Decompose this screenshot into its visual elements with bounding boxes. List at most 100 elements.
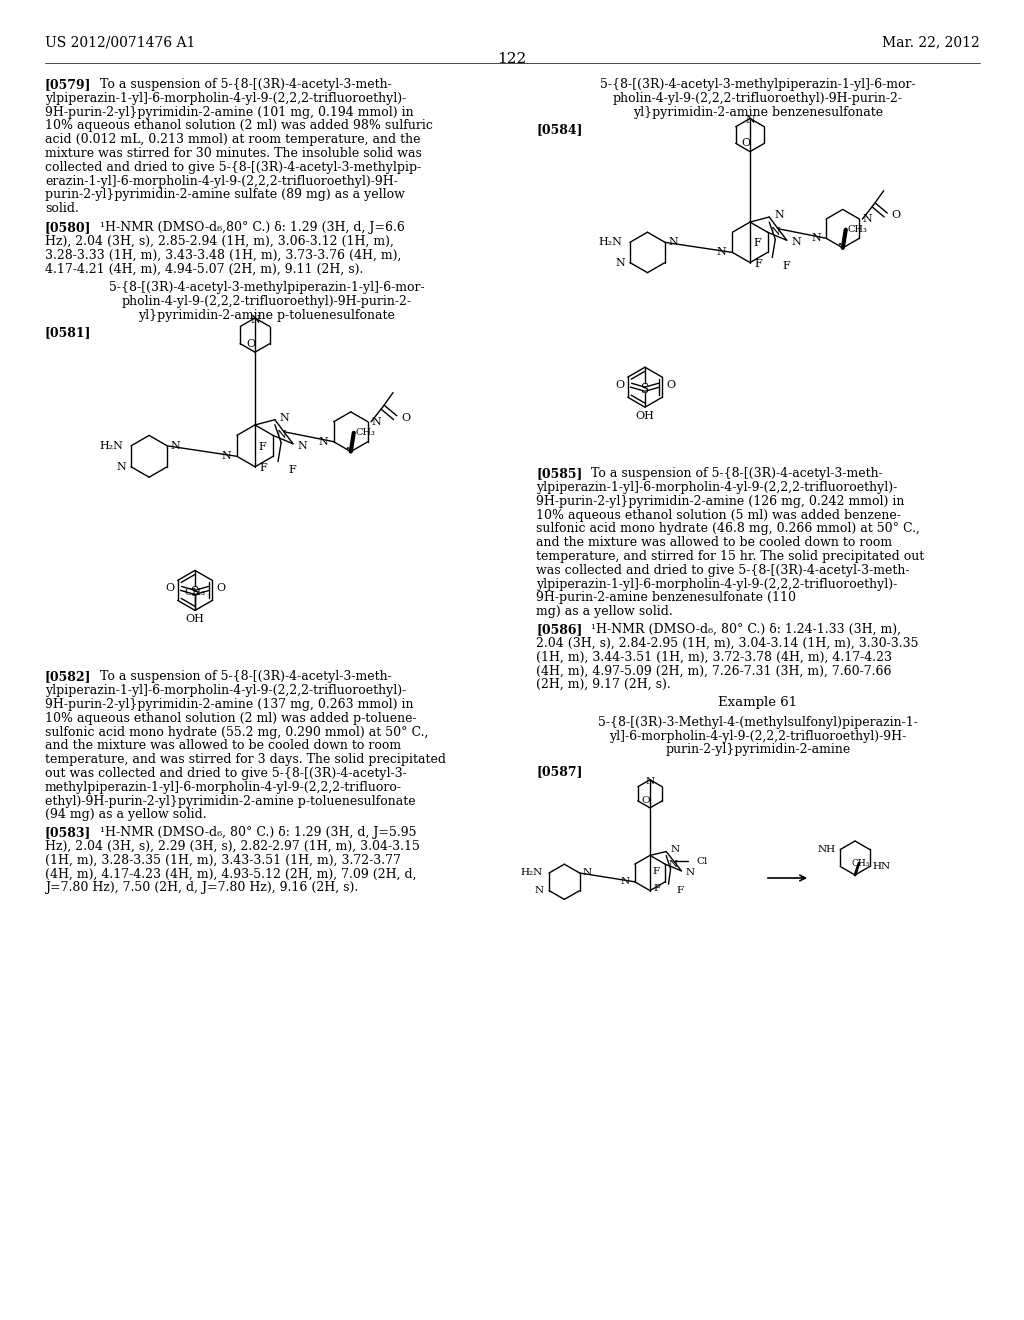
Text: N: N — [117, 462, 126, 471]
Text: acid (0.012 mL, 0.213 mmol) at room temperature, and the: acid (0.012 mL, 0.213 mmol) at room temp… — [45, 133, 421, 147]
Text: Example 61: Example 61 — [719, 696, 798, 709]
Text: J=7.80 Hz), 7.50 (2H, d, J=7.80 Hz), 9.16 (2H, s).: J=7.80 Hz), 7.50 (2H, d, J=7.80 Hz), 9.1… — [45, 882, 358, 895]
Text: N: N — [645, 777, 654, 787]
Text: US 2012/0071476 A1: US 2012/0071476 A1 — [45, 36, 196, 49]
Text: (4H, m), 4.17-4.23 (4H, m), 4.93-5.12 (2H, m), 7.09 (2H, d,: (4H, m), 4.17-4.23 (4H, m), 4.93-5.12 (2… — [45, 867, 417, 880]
Text: yl}pyrimidin-2-amine p-toluenesulfonate: yl}pyrimidin-2-amine p-toluenesulfonate — [138, 309, 395, 322]
Text: OH: OH — [185, 614, 205, 624]
Text: N: N — [535, 886, 544, 895]
Text: ¹H-NMR (DMSO-d₆, 80° C.) δ: 1.24-1.33 (3H, m),: ¹H-NMR (DMSO-d₆, 80° C.) δ: 1.24-1.33 (3… — [591, 623, 901, 636]
Text: ylpiperazin-1-yl]-6-morpholin-4-yl-9-(2,2,2-trifluoroethyl)-: ylpiperazin-1-yl]-6-morpholin-4-yl-9-(2,… — [45, 92, 407, 104]
Text: Hz), 2.04 (3H, s), 2.29 (3H, s), 2.82-2.97 (1H, m), 3.04-3.15: Hz), 2.04 (3H, s), 2.29 (3H, s), 2.82-2.… — [45, 840, 420, 853]
Text: 10% aqueous ethanol solution (5 ml) was added benzene-: 10% aqueous ethanol solution (5 ml) was … — [536, 508, 901, 521]
Text: yl}pyrimidin-2-amine benzenesulfonate: yl}pyrimidin-2-amine benzenesulfonate — [633, 106, 883, 119]
Text: temperature, and stirred for 15 hr. The solid precipitated out: temperature, and stirred for 15 hr. The … — [536, 550, 925, 564]
Text: N: N — [298, 441, 307, 450]
Text: Hz), 2.04 (3H, s), 2.85-2.94 (1H, m), 3.06-3.12 (1H, m),: Hz), 2.04 (3H, s), 2.85-2.94 (1H, m), 3.… — [45, 235, 394, 248]
Text: N: N — [280, 413, 290, 422]
Text: HN: HN — [872, 862, 891, 871]
Text: 9H-purin-2-amine benzenesulfonate (110: 9H-purin-2-amine benzenesulfonate (110 — [536, 591, 796, 605]
Text: [0587]: [0587] — [536, 766, 583, 779]
Text: OH: OH — [636, 412, 654, 421]
Text: and the mixture was allowed to be cooled down to room: and the mixture was allowed to be cooled… — [45, 739, 401, 752]
Text: O: O — [614, 380, 624, 391]
Text: To a suspension of 5-{8-[(3R)-4-acetyl-3-meth-: To a suspension of 5-{8-[(3R)-4-acetyl-3… — [100, 671, 392, 684]
Text: CH₃: CH₃ — [852, 859, 870, 869]
Text: O: O — [666, 380, 675, 391]
Text: O: O — [642, 796, 650, 805]
Text: (94 mg) as a yellow solid.: (94 mg) as a yellow solid. — [45, 808, 207, 821]
Text: O: O — [741, 139, 751, 148]
Text: 5-{8-[(3R)-4-acetyl-3-methylpiperazin-1-yl]-6-mor-: 5-{8-[(3R)-4-acetyl-3-methylpiperazin-1-… — [600, 78, 915, 91]
Text: N: N — [770, 227, 780, 238]
Text: [0579]: [0579] — [45, 78, 91, 91]
Text: erazin-1-yl]-6-morpholin-4-yl-9-(2,2,2-trifluoroethyl)-9H-: erazin-1-yl]-6-morpholin-4-yl-9-(2,2,2-t… — [45, 174, 398, 187]
Text: yl]-6-morpholin-4-yl-9-(2,2,2-trifluoroethyl)-9H-: yl]-6-morpholin-4-yl-9-(2,2,2-trifluoroe… — [609, 730, 906, 743]
Text: 5-{8-[(3R)-4-acetyl-3-methylpiperazin-1-yl]-6-mor-: 5-{8-[(3R)-4-acetyl-3-methylpiperazin-1-… — [110, 281, 425, 294]
Text: H₂N: H₂N — [521, 869, 543, 878]
Text: O: O — [892, 210, 901, 220]
Text: •: • — [346, 445, 350, 453]
Text: temperature, and was stirred for 3 days. The solid precipitated: temperature, and was stirred for 3 days.… — [45, 754, 446, 766]
Text: S: S — [190, 586, 199, 599]
Text: F: F — [260, 463, 267, 473]
Text: (4H, m), 4.97-5.09 (2H, m), 7.26-7.31 (3H, m), 7.60-7.66: (4H, m), 4.97-5.09 (2H, m), 7.26-7.31 (3… — [536, 664, 892, 677]
Text: To a suspension of 5-{8-[(3R)-4-acetyl-3-meth-: To a suspension of 5-{8-[(3R)-4-acetyl-3… — [100, 78, 392, 91]
Text: 122: 122 — [498, 51, 526, 66]
Text: N: N — [615, 257, 625, 268]
Text: ethyl)-9H-purin-2-yl}pyrimidin-2-amine p-toluenesulfonate: ethyl)-9H-purin-2-yl}pyrimidin-2-amine p… — [45, 795, 416, 808]
Text: mixture was stirred for 30 minutes. The insoluble solid was: mixture was stirred for 30 minutes. The … — [45, 147, 422, 160]
Text: CH₃: CH₃ — [184, 589, 206, 598]
Text: N: N — [276, 430, 286, 441]
Text: 9H-purin-2-yl}pyrimidin-2-amine (126 mg, 0.242 mmol) in: 9H-purin-2-yl}pyrimidin-2-amine (126 mg,… — [536, 495, 904, 508]
Text: sulfonic acid mono hydrate (46.8 mg, 0.266 mmol) at 50° C.,: sulfonic acid mono hydrate (46.8 mg, 0.2… — [536, 523, 920, 536]
Text: F: F — [289, 465, 296, 475]
Text: F: F — [782, 260, 791, 271]
Text: ylpiperazin-1-yl]-6-morpholin-4-yl-9-(2,2,2-trifluoroethyl)-: ylpiperazin-1-yl]-6-morpholin-4-yl-9-(2,… — [45, 684, 407, 697]
Text: NH: NH — [817, 845, 836, 854]
Text: [0580]: [0580] — [45, 220, 91, 234]
Text: 10% aqueous ethanol solution (2 ml) was added p-toluene-: 10% aqueous ethanol solution (2 ml) was … — [45, 711, 417, 725]
Text: N: N — [621, 878, 630, 886]
Text: out was collected and dried to give 5-{8-[(3R)-4-acetyl-3-: out was collected and dried to give 5-{8… — [45, 767, 407, 780]
Text: collected and dried to give 5-{8-[(3R)-4-acetyl-3-methylpip-: collected and dried to give 5-{8-[(3R)-4… — [45, 161, 421, 174]
Text: [0585]: [0585] — [536, 467, 583, 480]
Text: F: F — [677, 886, 684, 895]
Text: O: O — [246, 339, 255, 348]
Text: methylpiperazin-1-yl]-6-morpholin-4-yl-9-(2,2,2-trifluoro-: methylpiperazin-1-yl]-6-morpholin-4-yl-9… — [45, 781, 402, 793]
Text: N: N — [745, 115, 755, 125]
Text: ylpiperazin-1-yl]-6-morpholin-4-yl-9-(2,2,2-trifluoroethyl)-: ylpiperazin-1-yl]-6-morpholin-4-yl-9-(2,… — [536, 480, 897, 494]
Text: N: N — [250, 315, 260, 325]
Text: 9H-purin-2-yl}pyrimidin-2-amine (137 mg, 0.263 mmol) in: 9H-purin-2-yl}pyrimidin-2-amine (137 mg,… — [45, 698, 414, 711]
Text: (1H, m), 3.28-3.35 (1H, m), 3.43-3.51 (1H, m), 3.72-3.77: (1H, m), 3.28-3.35 (1H, m), 3.43-3.51 (1… — [45, 854, 400, 867]
Text: CH₃: CH₃ — [355, 428, 376, 437]
Text: F: F — [653, 884, 660, 894]
Text: (1H, m), 3.44-3.51 (1H, m), 3.72-3.78 (4H, m), 4.17-4.23: (1H, m), 3.44-3.51 (1H, m), 3.72-3.78 (4… — [536, 651, 892, 664]
Text: N: N — [371, 417, 381, 426]
Text: pholin-4-yl-9-(2,2,2-trifluoroethyl)-9H-purin-2-: pholin-4-yl-9-(2,2,2-trifluoroethyl)-9H-… — [613, 92, 903, 104]
Text: •: • — [838, 240, 842, 249]
Text: 5-{8-[(3R)-3-Methyl-4-(methylsulfonyl)piperazin-1-: 5-{8-[(3R)-3-Methyl-4-(methylsulfonyl)pi… — [598, 715, 918, 729]
Text: N: N — [717, 247, 726, 257]
Text: N: N — [774, 210, 784, 220]
Text: pholin-4-yl-9-(2,2,2-trifluoroethyl)-9H-purin-2-: pholin-4-yl-9-(2,2,2-trifluoroethyl)-9H-… — [122, 294, 412, 308]
Text: ¹H-NMR (DMSO-d₆, 80° C.) δ: 1.29 (3H, d, J=5.95: ¹H-NMR (DMSO-d₆, 80° C.) δ: 1.29 (3H, d,… — [100, 826, 417, 840]
Text: N: N — [792, 238, 802, 247]
Text: 3.28-3.33 (1H, m), 3.43-3.48 (1H, m), 3.73-3.76 (4H, m),: 3.28-3.33 (1H, m), 3.43-3.48 (1H, m), 3.… — [45, 248, 401, 261]
Text: 2.04 (3H, s), 2.84-2.95 (1H, m), 3.04-3.14 (1H, m), 3.30-3.35: 2.04 (3H, s), 2.84-2.95 (1H, m), 3.04-3.… — [536, 636, 919, 649]
Text: F: F — [754, 239, 761, 248]
Text: O: O — [401, 413, 411, 422]
Text: [0583]: [0583] — [45, 826, 91, 840]
Text: [0582]: [0582] — [45, 671, 91, 684]
Text: F: F — [259, 442, 266, 451]
Text: was collected and dried to give 5-{8-[(3R)-4-acetyl-3-meth-: was collected and dried to give 5-{8-[(3… — [536, 564, 909, 577]
Text: sulfonic acid mono hydrate (55.2 mg, 0.290 mmol) at 50° C.,: sulfonic acid mono hydrate (55.2 mg, 0.2… — [45, 726, 428, 739]
Text: N: N — [811, 234, 821, 243]
Text: Cl: Cl — [696, 857, 708, 866]
Text: purin-2-yl}pyrimidin-2-amine: purin-2-yl}pyrimidin-2-amine — [666, 743, 851, 756]
Text: [0584]: [0584] — [536, 123, 583, 136]
Text: H₂N: H₂N — [99, 441, 123, 451]
Text: N: N — [170, 441, 180, 451]
Text: O: O — [165, 583, 174, 594]
Text: N: N — [670, 845, 679, 854]
